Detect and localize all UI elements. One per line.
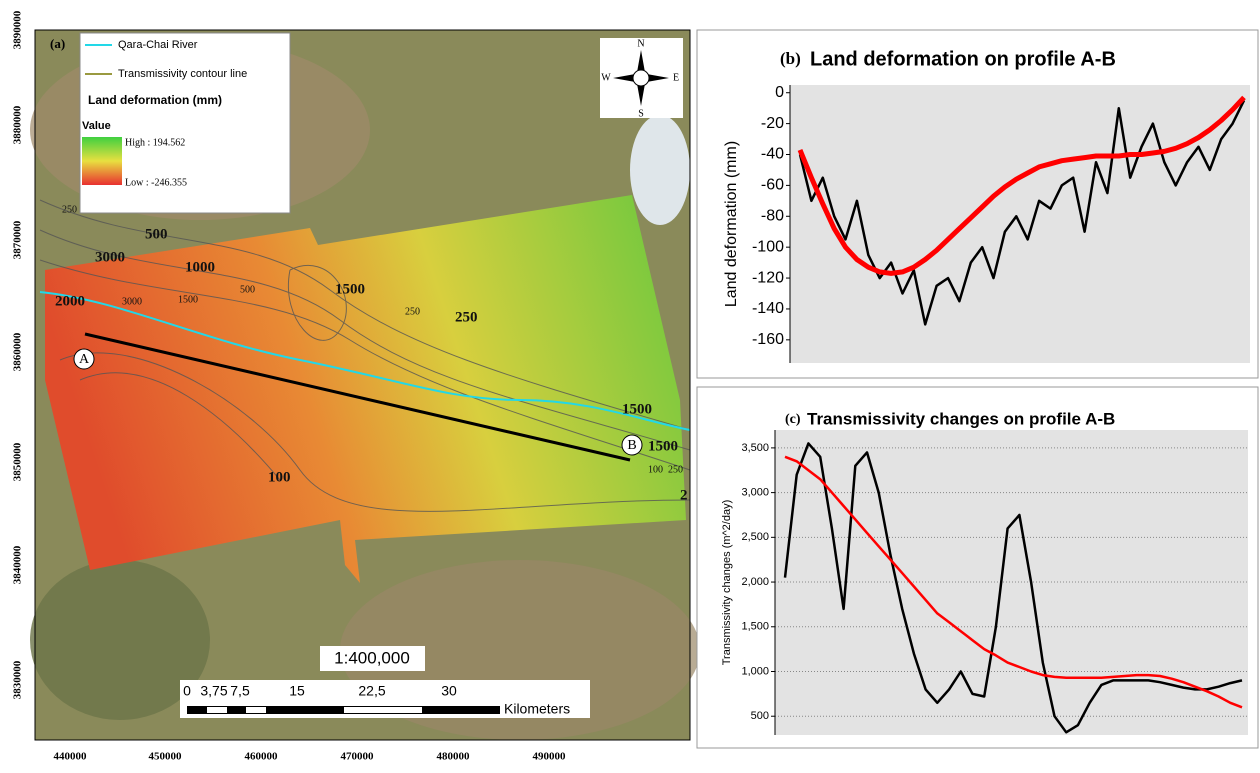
map-y-label: 3860000 <box>12 332 24 371</box>
map-y-label: 3890000 <box>12 10 24 49</box>
map-x-label: 480000 <box>437 751 471 763</box>
y-tick-label: -80 <box>761 207 784 224</box>
contour-label: 100 <box>268 469 291 485</box>
legend-label: Transmissivity contour line <box>118 68 247 80</box>
legend-label: Qara-Chai River <box>118 39 198 51</box>
scale-label: 22,5 <box>358 683 385 699</box>
contour-label: 3000 <box>122 296 142 307</box>
map-y-label: 3840000 <box>12 545 24 584</box>
contour-label: 2000 <box>55 293 85 309</box>
contour-label: 250 <box>62 204 77 215</box>
legend-low: Low : -246.355 <box>125 177 187 188</box>
contour-label: 1500 <box>335 281 365 297</box>
scale-label: 15 <box>289 683 305 699</box>
compass-rose <box>633 70 649 86</box>
contour-label: 250 <box>455 309 478 325</box>
scale-unit: Kilometers <box>504 701 570 717</box>
contour-label: 2 <box>680 487 688 503</box>
point-label: A <box>79 352 90 367</box>
contour-label: 1500 <box>648 438 678 454</box>
point-label: B <box>627 438 636 453</box>
map-x-label: 490000 <box>533 751 567 763</box>
scale-ratio: 1:400,000 <box>334 648 410 667</box>
contour-label: 1500 <box>178 294 198 305</box>
y-tick-label: 3,000 <box>741 487 769 499</box>
map-y-label: 3850000 <box>12 442 24 481</box>
y-tick-label: 2,500 <box>741 531 769 543</box>
scale-label: 0 <box>183 683 191 699</box>
map-x-label: 450000 <box>149 751 183 763</box>
map-panel: A B 250 3000 500 1000 3000 1500 500 1500… <box>30 30 700 740</box>
scale-label: 7,5 <box>230 683 250 699</box>
panel-label: (c) <box>785 412 801 427</box>
scale-segment <box>207 707 227 713</box>
scale-label: 30 <box>441 683 457 699</box>
contour-label: 500 <box>240 284 255 295</box>
panel-label: (a) <box>50 36 65 51</box>
contour-label: 1500 <box>622 401 652 417</box>
map-x-label: 460000 <box>245 751 279 763</box>
y-tick-label: -60 <box>761 177 784 194</box>
scale-segment <box>344 707 422 713</box>
panel-label: (b) <box>780 49 801 68</box>
y-tick-label: 3,500 <box>741 442 769 454</box>
contour-label: 250 <box>405 306 420 317</box>
y-tick-label: -100 <box>752 238 784 255</box>
legend-title: Land deformation (mm) <box>88 93 222 107</box>
figure: A B 250 3000 500 1000 3000 1500 500 1500… <box>0 0 1260 773</box>
y-tick-label: -160 <box>752 331 784 348</box>
map-y-label: 3880000 <box>12 105 24 144</box>
y-tick-label: -20 <box>761 115 784 132</box>
chart-title: Land deformation on profile A-B <box>810 48 1116 70</box>
charts: (b) Land deformation on profile A-B Land d… <box>697 30 1258 748</box>
y-axis-label: Transmissivity changes (m^2/day) <box>721 500 733 666</box>
map-y-label: 3830000 <box>12 660 24 699</box>
y-tick-label: -140 <box>752 300 784 317</box>
contour-label: 500 <box>145 226 168 242</box>
y-tick-label: 500 <box>751 710 769 722</box>
contour-label: 250 <box>668 464 683 475</box>
scale-segment <box>246 707 266 713</box>
compass-label: W <box>601 72 611 83</box>
y-axis-label: Land deformation (mm) <box>723 141 740 307</box>
contour-label: 3000 <box>95 249 125 265</box>
scale-segment <box>187 706 500 714</box>
scale-label: 3,75 <box>200 683 227 699</box>
y-tick-label: -40 <box>761 146 784 163</box>
contour-label: 1000 <box>185 259 215 275</box>
scale-bar <box>187 706 500 714</box>
lake <box>630 115 690 225</box>
y-tick-label: 2,000 <box>741 576 769 588</box>
legend-heading: Value <box>82 120 111 132</box>
map-x-label: 440000 <box>54 751 88 763</box>
map-x-label: 470000 <box>341 751 375 763</box>
legend-gradient <box>82 137 122 185</box>
y-tick-label: -120 <box>752 269 784 286</box>
compass-label: S <box>638 108 644 119</box>
y-tick-label: 1,500 <box>741 621 769 633</box>
y-tick-label: 1,000 <box>741 665 769 677</box>
chart-title: Transmissivity changes on profile A-B <box>807 409 1115 428</box>
map-y-label: 3870000 <box>12 220 24 259</box>
contour-label: 100 <box>648 464 663 475</box>
legend-high: High : 194.562 <box>125 137 185 148</box>
compass-label: E <box>673 72 679 83</box>
compass-label: N <box>637 38 644 49</box>
y-tick-label: 0 <box>775 84 784 101</box>
